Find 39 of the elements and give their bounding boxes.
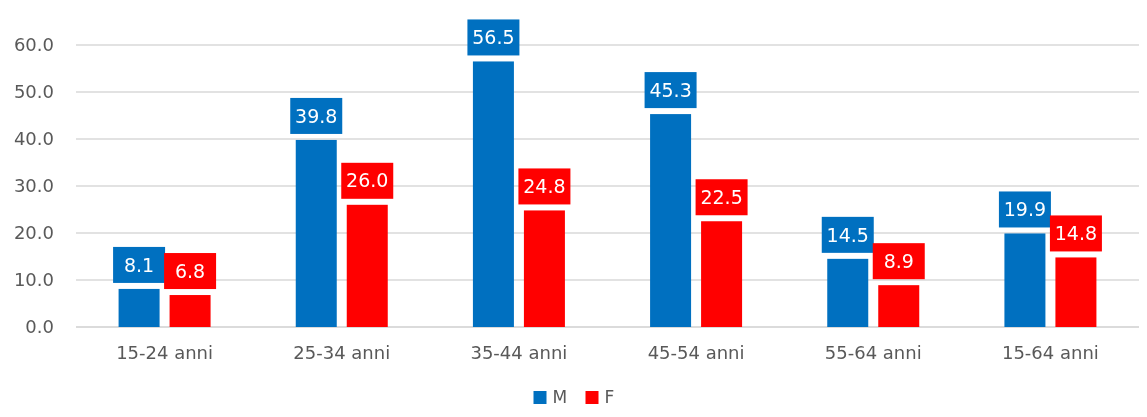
data-label: 14.8: [1054, 222, 1098, 245]
data-label: 56.5: [472, 26, 515, 49]
data-label: 8.1: [123, 253, 155, 276]
x-tick-label: 25-34 anni: [293, 342, 391, 363]
bar: [650, 114, 692, 327]
y-tick-label: 60.0: [13, 34, 54, 56]
bar: [827, 258, 869, 327]
bar: [523, 210, 565, 327]
y-tick-label: 40.0: [13, 128, 54, 150]
x-tick-label: 35-44 anni: [470, 342, 568, 363]
data-label: 14.5: [826, 223, 869, 246]
y-tick-label: 30.0: [13, 175, 54, 197]
x-tick-label: 55-64 anni: [824, 342, 922, 363]
data-label: 19.9: [1003, 198, 1047, 221]
x-tick-label: 15-64 anni: [1001, 342, 1099, 363]
data-label: 24.8: [523, 175, 566, 198]
bar: [295, 139, 337, 327]
x-tick-label: 15-24 anni: [116, 342, 214, 363]
y-tick-label: 0.0: [25, 316, 54, 338]
data-label: 8.9: [883, 249, 914, 272]
bar: [1004, 233, 1046, 327]
bar: [701, 221, 743, 327]
bar: [346, 204, 388, 327]
bar: [472, 61, 514, 327]
data-label: 39.8: [295, 104, 338, 127]
data-label: 26.0: [346, 169, 389, 192]
x-tick-label: 45-54 anni: [647, 342, 745, 363]
legend-label: M: [552, 387, 568, 407]
legend-label: F: [604, 387, 615, 407]
y-tick-label: 10.0: [13, 269, 54, 291]
data-label: 45.3: [649, 78, 692, 101]
data-label: 6.8: [174, 259, 206, 282]
bar: [169, 295, 211, 327]
data-label: 22.5: [700, 185, 743, 208]
y-tick-label: 50.0: [13, 81, 54, 103]
y-tick-label: 20.0: [13, 222, 54, 244]
bar: [118, 288, 160, 327]
bar: [878, 285, 920, 327]
bar: [1055, 257, 1097, 327]
